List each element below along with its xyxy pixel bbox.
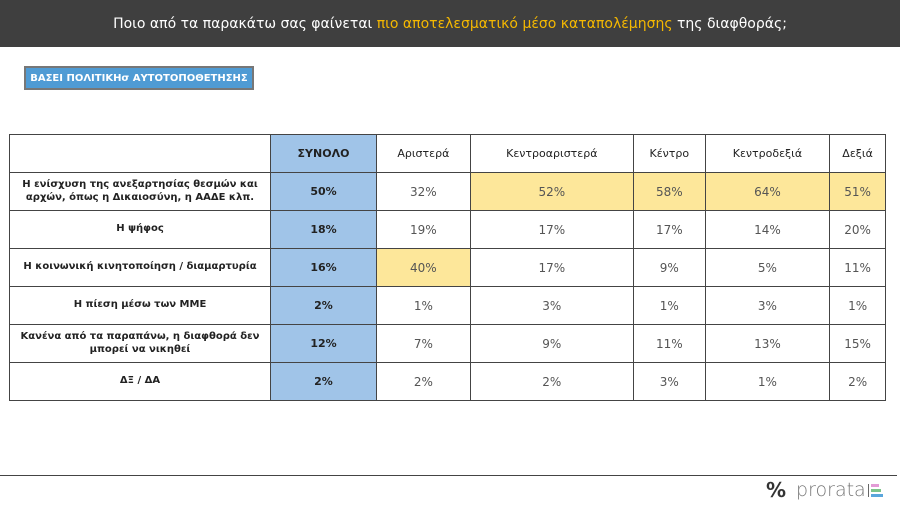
row-label: Κανένα από τα παραπάνω, η διαφθορά δεν μ… (9, 324, 271, 363)
table-row: ΔΞ / ΔΑ 2% 2% 2% 3% 1% 2% (9, 362, 886, 401)
column-header: Κεντροαριστερά (469, 134, 634, 173)
prorata-logo: % prorata (766, 478, 883, 502)
value-cell: 3% (469, 286, 634, 325)
title-highlight: πιο αποτελεσματικό μέσο καταπολέμησης (376, 15, 673, 32)
total-cell: 2% (270, 362, 377, 401)
empty-header-cell (9, 134, 271, 173)
value-cell: 14% (704, 210, 831, 249)
column-header: ΣΥΝΟΛΟ (270, 134, 377, 173)
logo-text: prorata (796, 479, 866, 501)
value-cell: 17% (469, 210, 634, 249)
row-label: Η ενίσχυση της ανεξαρτησίας θεσμών και α… (9, 172, 271, 211)
table-row: Η πίεση μέσω των ΜΜΕ 2% 1% 3% 1% 3% 1% (9, 286, 886, 325)
value-cell: 40% (376, 248, 471, 287)
row-label: Η πίεση μέσω των ΜΜΕ (9, 286, 271, 325)
percent-icon: % (766, 478, 787, 502)
value-cell: 15% (829, 324, 886, 363)
table-row: Η ενίσχυση της ανεξαρτησίας θεσμών και α… (9, 172, 886, 211)
total-cell: 50% (270, 172, 377, 211)
column-header: Κεντροδεξιά (704, 134, 831, 173)
footer-divider (0, 475, 897, 476)
value-cell: 20% (829, 210, 886, 249)
title-text: Ποιο από τα παρακάτω σας φαίνεται (113, 15, 373, 32)
column-header: Δεξιά (829, 134, 886, 173)
value-cell: 52% (469, 172, 634, 211)
value-cell: 7% (376, 324, 471, 363)
value-cell: 3% (632, 362, 706, 401)
total-cell: 16% (270, 248, 377, 287)
table-row: Η κοινωνική κινητοποίηση / διαμαρτυρία 16… (9, 248, 886, 287)
row-label: Η ψήφος (9, 210, 271, 249)
total-cell: 12% (270, 324, 377, 363)
value-cell: 1% (829, 286, 886, 325)
bars-icon (867, 483, 883, 497)
value-cell: 64% (704, 172, 831, 211)
table-header-row: ΣΥΝΟΛΟ Αριστερά Κεντροαριστερά Κέντρο Κε… (9, 134, 886, 173)
total-cell: 18% (270, 210, 377, 249)
value-cell: 9% (632, 248, 706, 287)
value-cell: 17% (632, 210, 706, 249)
value-cell: 1% (376, 286, 471, 325)
value-cell: 17% (469, 248, 634, 287)
value-cell: 58% (632, 172, 706, 211)
title-text-end: της διαφθοράς; (677, 15, 787, 32)
slide-title: Ποιο από τα παρακάτω σας φαίνεται πιο απ… (0, 0, 900, 47)
value-cell: 51% (829, 172, 886, 211)
value-cell: 9% (469, 324, 634, 363)
value-cell: 2% (829, 362, 886, 401)
value-cell: 2% (376, 362, 471, 401)
row-label: Η κοινωνική κινητοποίηση / διαμαρτυρία (9, 248, 271, 287)
results-table: ΣΥΝΟΛΟ Αριστερά Κεντροαριστερά Κέντρο Κε… (9, 134, 886, 401)
value-cell: 11% (829, 248, 886, 287)
value-cell: 32% (376, 172, 471, 211)
table-row: Η ψήφος 18% 19% 17% 17% 14% 20% (9, 210, 886, 249)
value-cell: 1% (704, 362, 831, 401)
value-cell: 13% (704, 324, 831, 363)
table-row: Κανένα από τα παραπάνω, η διαφθορά δεν μ… (9, 324, 886, 363)
row-label: ΔΞ / ΔΑ (9, 362, 271, 401)
value-cell: 19% (376, 210, 471, 249)
column-header: Αριστερά (376, 134, 471, 173)
value-cell: 3% (704, 286, 831, 325)
value-cell: 5% (704, 248, 831, 287)
value-cell: 2% (469, 362, 634, 401)
column-header: Κέντρο (632, 134, 706, 173)
value-cell: 1% (632, 286, 706, 325)
segment-badge: ΒΑΣΕΙ ΠΟΛΙΤΙΚΗσ ΑΥΤΟΤΟΠΟΘΕΤΗΣΗΣ (24, 66, 254, 90)
value-cell: 11% (632, 324, 706, 363)
total-cell: 2% (270, 286, 377, 325)
